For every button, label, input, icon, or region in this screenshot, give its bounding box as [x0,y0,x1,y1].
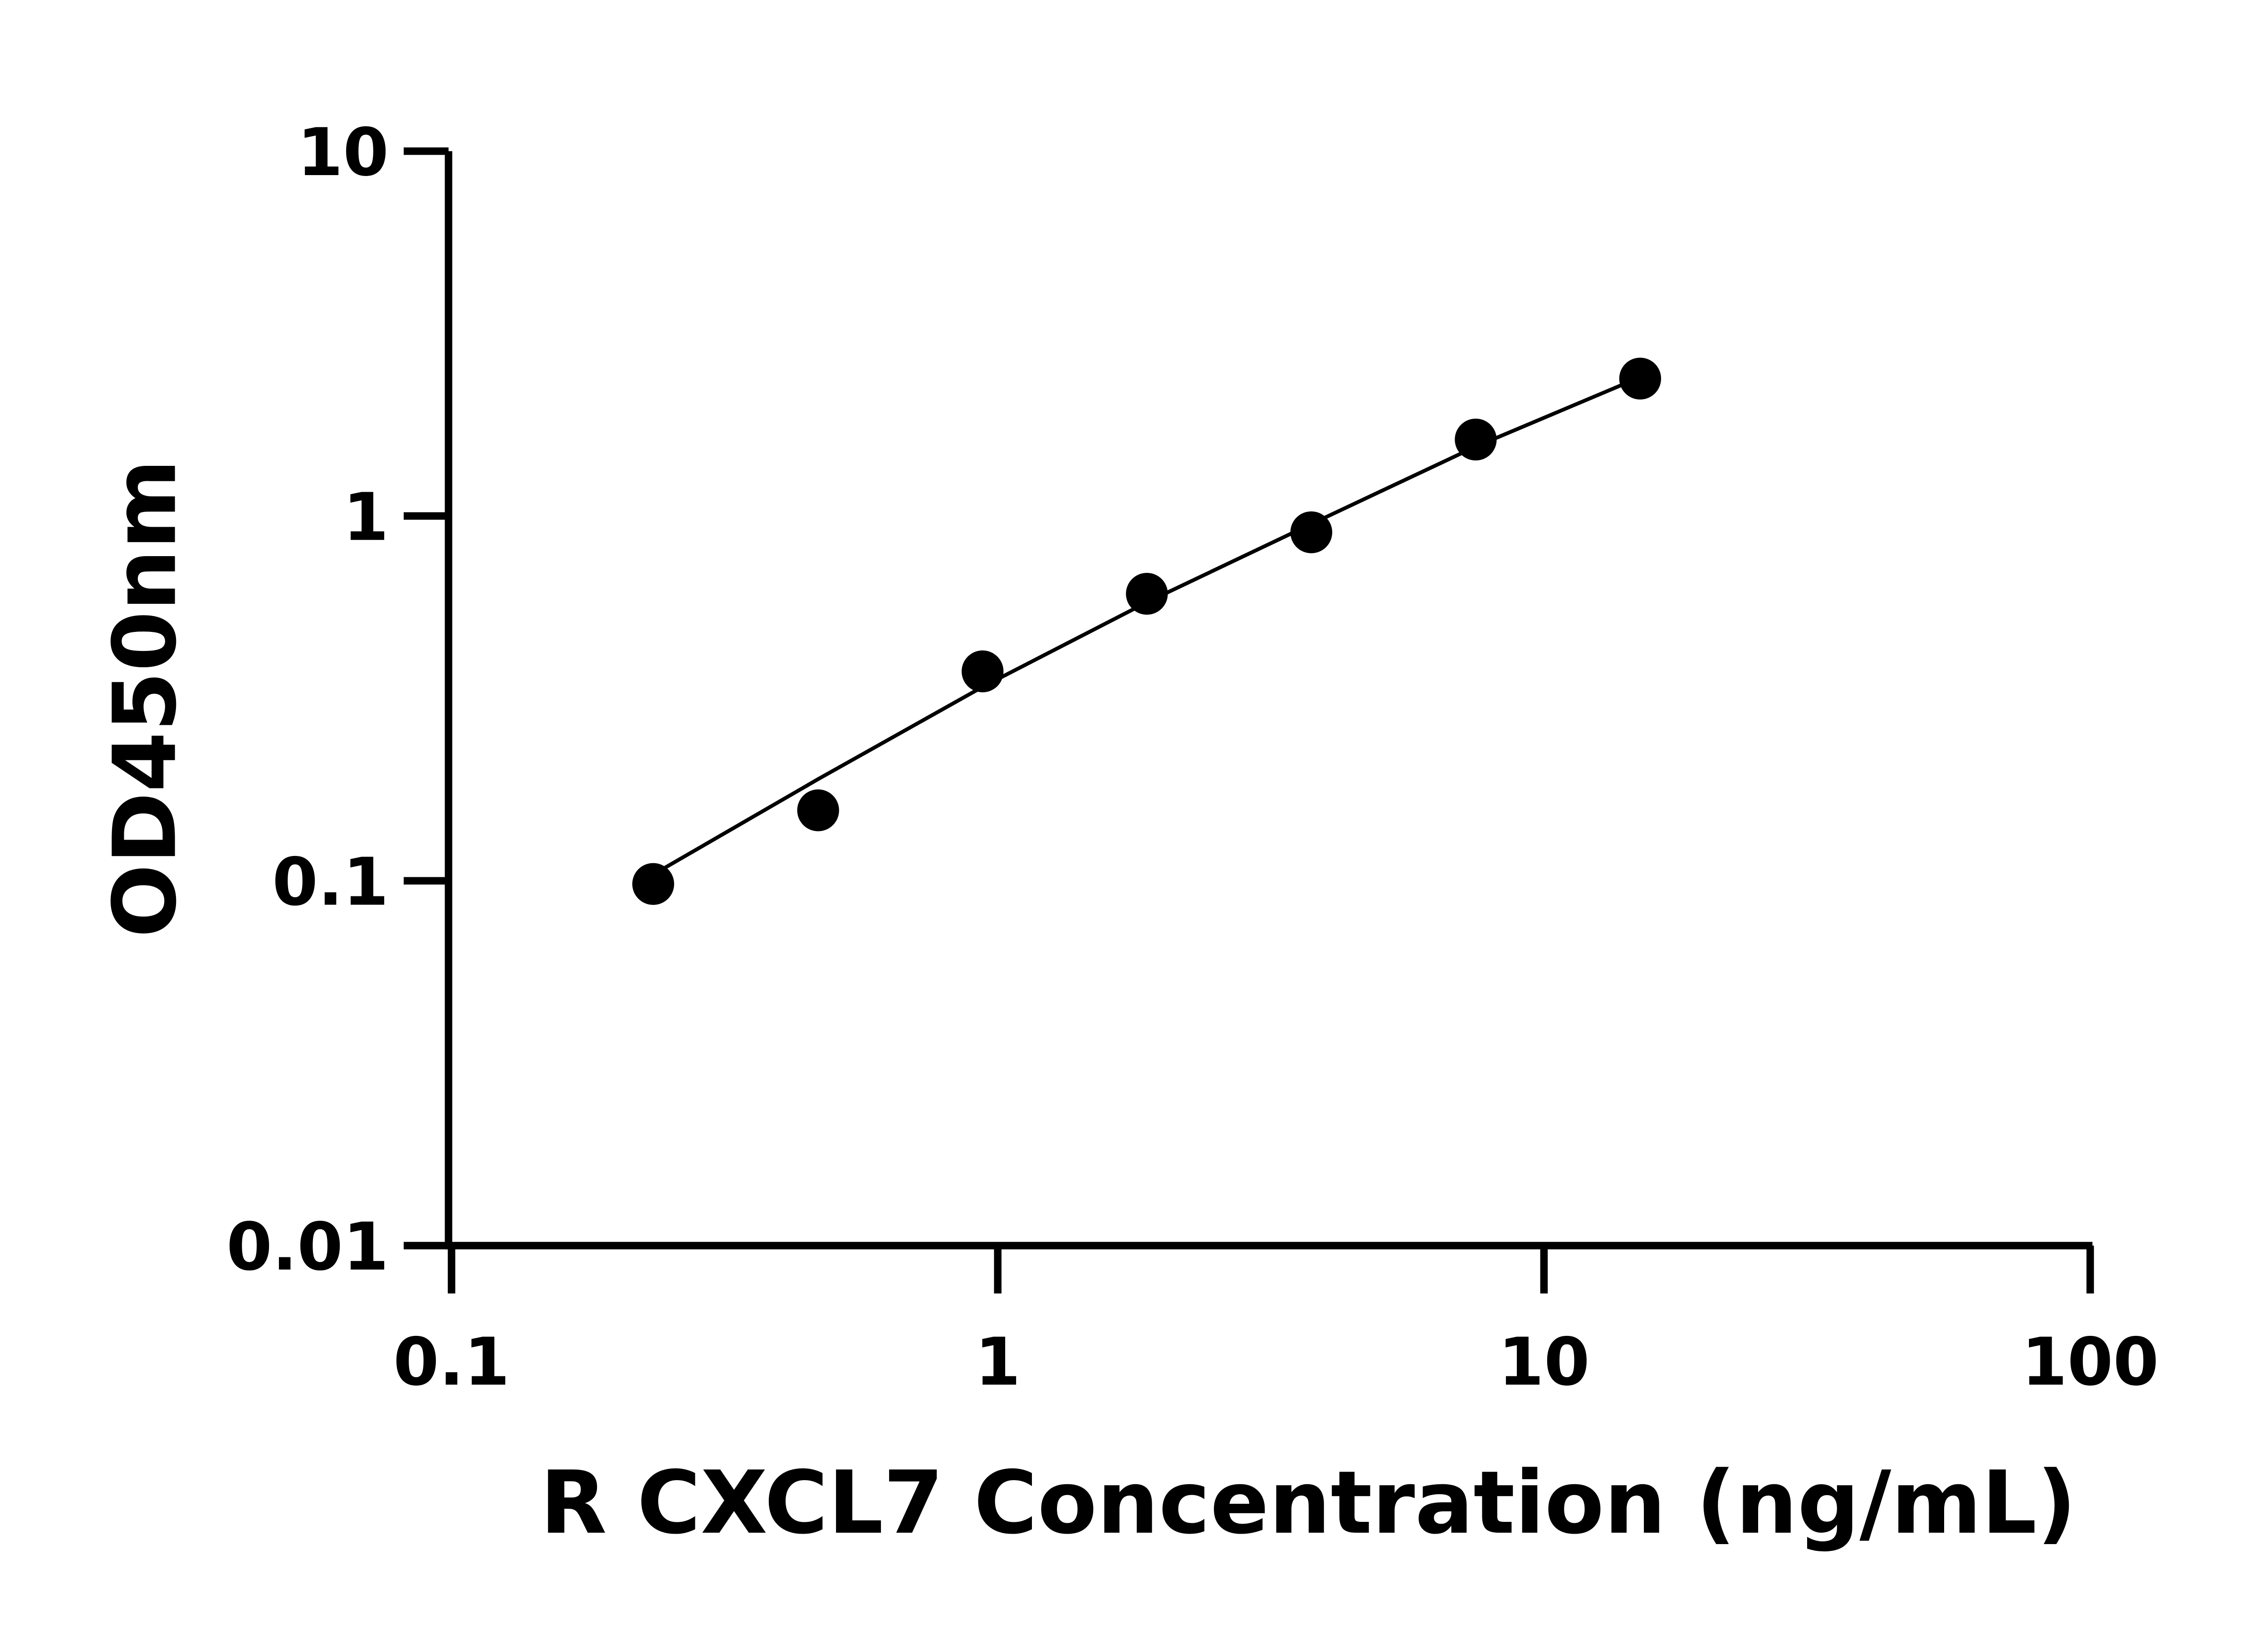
data-point [1619,357,1662,400]
x-tick-label: 1 [975,1324,1021,1401]
x-axis-title: R CXCL7 Concentration (ng/mL) [540,1453,2077,1554]
x-tick-label: 10 [1498,1324,1590,1401]
axes [445,151,2092,1250]
data-point [632,863,675,905]
x-tick-label: 0.1 [393,1324,510,1401]
data-point [962,650,1004,693]
data-point [1126,572,1168,615]
y-tick-label: 0.1 [272,844,389,920]
data-point [797,789,839,831]
x-tick-label: 100 [2022,1324,2159,1401]
y-tick-label: 0.01 [226,1209,389,1286]
y-tick-label: 1 [343,479,389,556]
y-tick-label: 10 [297,114,389,191]
data-point [1455,418,1497,461]
data-point [1290,511,1333,553]
y-axis-title: OD450nm [95,459,196,938]
data-points [632,357,1662,905]
